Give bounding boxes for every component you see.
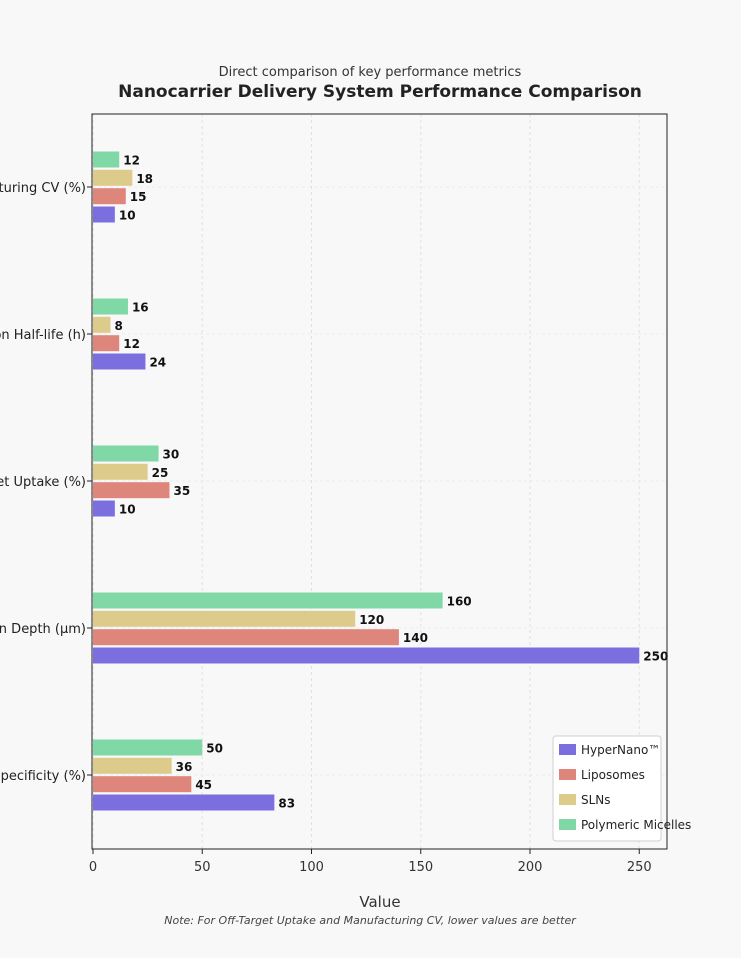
data-label: 10: [119, 209, 136, 223]
bar: [93, 353, 146, 370]
bar: [93, 794, 275, 811]
bar: [93, 169, 133, 186]
x-tick-label: 50: [194, 860, 211, 875]
x-tick-label: 0: [89, 860, 97, 875]
bar: [93, 592, 443, 609]
data-label: 16: [132, 301, 149, 315]
axis-ticks: 0 50 100 150 200 250 Targeting Specificity (%)…: [0, 181, 652, 875]
data-label: 30: [163, 448, 180, 462]
data-label: 24: [149, 356, 166, 370]
legend-entry: HyperNano™: [581, 743, 660, 757]
legend-swatch: [559, 744, 576, 755]
data-label: 45: [195, 778, 212, 792]
data-label: 50: [206, 742, 223, 756]
data-label: 35: [173, 484, 190, 498]
bars: 83 250 10 24 10 45 140 35 12 15 36 120 25 8 18 50 160 30 1…: [93, 151, 668, 811]
legend-swatch: [559, 769, 576, 780]
data-label: 160: [447, 595, 472, 609]
bar: [93, 188, 126, 205]
data-label: 10: [119, 503, 136, 517]
data-label: 12: [123, 337, 140, 351]
y-tick-label: Targeting Specificity (%): [0, 769, 86, 784]
bar: [93, 335, 120, 352]
bar: [93, 776, 192, 793]
legend-swatch: [559, 794, 576, 805]
legend-entry: Liposomes: [581, 768, 645, 782]
data-label: 8: [114, 319, 122, 333]
y-tick-label: Penetration Depth (µm): [0, 622, 86, 637]
bar: [93, 610, 356, 627]
legend-entry: Polymeric Micelles: [581, 818, 691, 832]
bar: [93, 445, 159, 462]
x-tick-label: 200: [518, 860, 543, 875]
data-label: 12: [123, 154, 140, 168]
bar: [93, 629, 399, 646]
chart-note: Note: For Off-Target Uptake and Manufact…: [164, 914, 577, 927]
legend: HyperNano™ Liposomes SLNs Polymeric Micelle…: [552, 735, 691, 842]
bar: [93, 298, 128, 315]
y-tick-label: Circulation Half-life (h): [0, 328, 86, 343]
data-label: 36: [176, 760, 193, 774]
y-tick-label: Manufacturing CV (%): [0, 181, 86, 196]
bar: [93, 206, 115, 223]
bar: [93, 482, 170, 499]
legend-box: [552, 735, 662, 842]
chart-title: Nanocarrier Delivery System Performance …: [118, 82, 642, 102]
bar: [93, 647, 640, 664]
bar: [93, 316, 111, 333]
bar: [93, 463, 148, 480]
data-label: 83: [278, 797, 295, 811]
data-label: 15: [130, 190, 147, 204]
bar: [93, 151, 120, 168]
data-label: 250: [643, 650, 668, 664]
data-label: 120: [359, 613, 384, 627]
legend-swatch: [559, 819, 576, 830]
x-tick-label: 100: [299, 860, 324, 875]
x-tick-label: 250: [627, 860, 652, 875]
bar: [93, 757, 172, 774]
grid: [92, 114, 667, 849]
data-label: 25: [152, 466, 169, 480]
chart-subtitle: Direct comparison of key performance met…: [219, 65, 522, 80]
x-axis-label: Value: [359, 893, 400, 911]
x-tick-label: 150: [408, 860, 433, 875]
legend-entry: SLNs: [581, 793, 611, 807]
bar: [93, 500, 115, 517]
data-label: 18: [136, 172, 153, 186]
y-tick-label: Off-Target Uptake (%): [0, 475, 86, 490]
bar: [93, 739, 203, 756]
data-label: 140: [403, 631, 428, 645]
